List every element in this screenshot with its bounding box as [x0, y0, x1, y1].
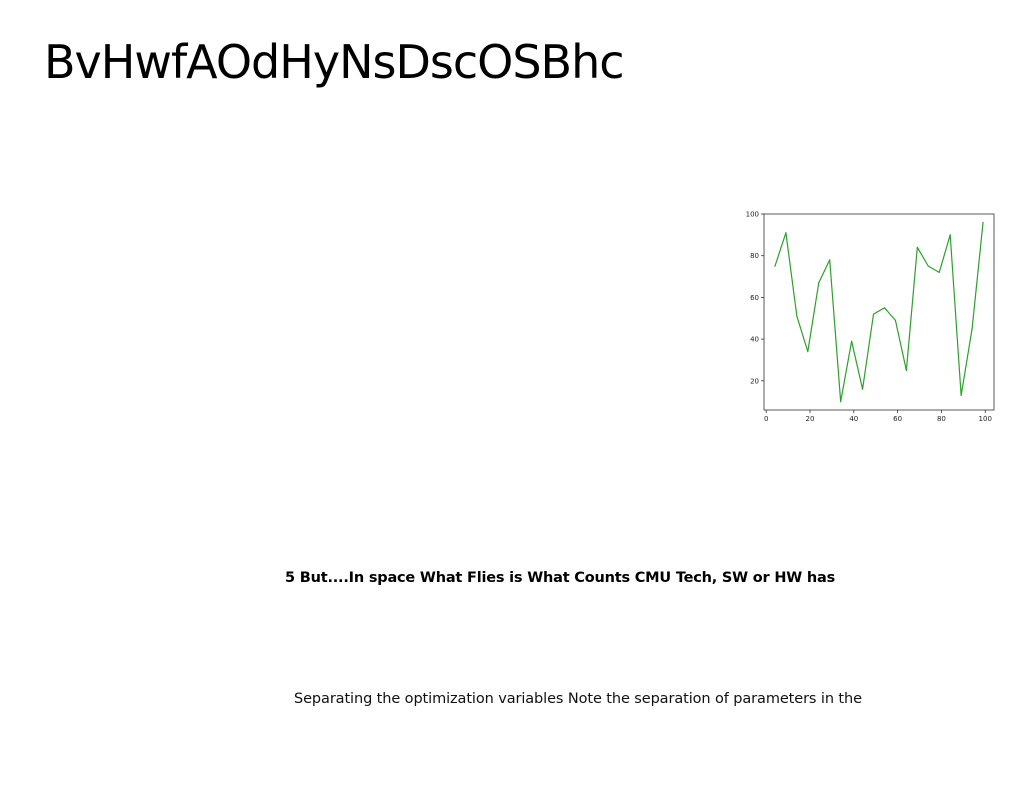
data-point	[851, 340, 853, 342]
slide-title: BvHwfAOdHyNsDscOSBhc	[44, 35, 625, 89]
data-point	[861, 388, 864, 390]
x-tick-label: 80	[937, 415, 946, 423]
data-point	[894, 319, 897, 321]
plot-frame	[763, 213, 995, 411]
data-point	[807, 351, 809, 353]
data-point	[982, 221, 984, 223]
data-point	[785, 232, 787, 234]
data-point	[905, 369, 907, 371]
data-point	[949, 234, 951, 236]
data-point	[960, 394, 962, 397]
x-tick-label: 100	[979, 415, 992, 423]
line-chart-svg: 0 20 40 60 80 100 20 40 60 80 100	[746, 211, 995, 423]
slide-heading: 5 But....In space What Flies is What Cou…	[285, 570, 836, 586]
y-tick-label: 20	[750, 377, 759, 385]
y-tick-label: 80	[750, 252, 759, 260]
y-tick-label: 100	[746, 211, 759, 219]
x-tick-label: 40	[849, 415, 858, 423]
x-tick-label: 20	[806, 415, 815, 423]
data-point	[829, 259, 831, 261]
y-tick-label: 60	[750, 294, 759, 302]
data-point	[927, 265, 929, 267]
slide-body-text: Separating the optimization variables No…	[294, 691, 862, 707]
x-tick-label: 0	[764, 415, 768, 423]
data-point	[818, 282, 820, 284]
data-point	[872, 313, 875, 315]
data-point	[971, 328, 973, 330]
data-point	[938, 271, 940, 273]
data-point	[774, 265, 776, 267]
data-point	[840, 401, 842, 403]
data-point	[883, 307, 886, 309]
data-point	[796, 315, 798, 317]
y-tick-label: 40	[750, 336, 759, 344]
line-chart: 0 20 40 60 80 100 20 40 60 80 100	[740, 208, 1002, 428]
x-tick-label: 60	[893, 415, 902, 423]
data-point	[916, 246, 918, 248]
series-line	[774, 222, 984, 403]
